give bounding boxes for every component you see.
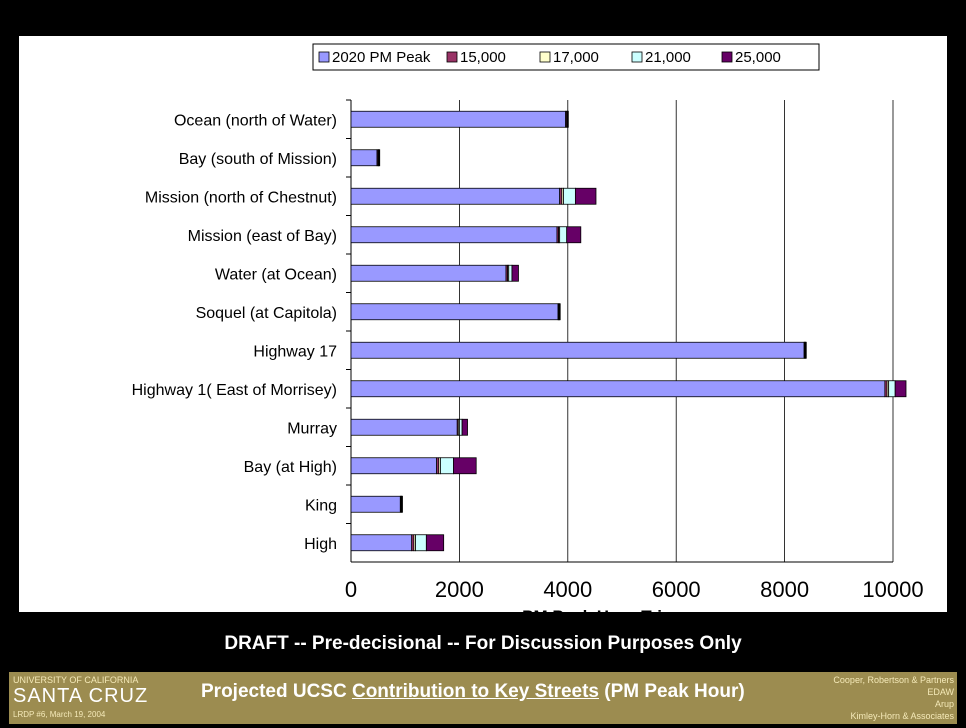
legend-label: 2020 PM Peak: [332, 49, 431, 66]
x-axis-title: PM Peak Hour Trips: [522, 607, 682, 612]
legend-swatch: [446, 51, 458, 63]
campus-name: SANTA CRUZ: [13, 685, 149, 707]
bar-segment: [350, 264, 507, 282]
bar-segment: [350, 418, 458, 436]
category-label: Bay (at High): [244, 459, 337, 476]
bar-segment: [888, 380, 896, 398]
bar-segment: [566, 226, 582, 244]
bar-segment: [350, 380, 886, 398]
credit-line: Arup: [934, 699, 954, 709]
category-label: Mission (east of Bay): [188, 228, 337, 245]
bar-segment: [378, 149, 381, 167]
category-label: Mission (north of Chestnut): [145, 189, 337, 206]
x-tick-label: 6000: [652, 577, 701, 602]
bar-segment: [894, 380, 907, 398]
category-label: Soquel (at Capitola): [196, 305, 337, 322]
bar-segment: [563, 187, 576, 205]
bar-segment: [461, 418, 468, 436]
university-label: UNIVERSITY OF CALIFORNIA: [13, 675, 139, 685]
legend-swatch: [721, 51, 733, 63]
chart-panel: Ocean (north of Water) Bay (south of Miss…: [19, 36, 947, 612]
bar-segment: [508, 264, 513, 282]
credit-line: Kimley-Horn & Associates: [850, 711, 954, 721]
bar-chart: Ocean (north of Water) Bay (south of Miss…: [132, 43, 924, 612]
credits-list: Cooper, Robertson & Partners EDAW Arup K…: [833, 674, 954, 722]
bar-segment: [559, 303, 561, 321]
slide-title-suffix: (PM Peak Hour): [599, 681, 745, 702]
bar-segment: [350, 149, 378, 167]
legend-label: 21,000: [645, 49, 691, 66]
x-tick-label: 8000: [760, 577, 809, 602]
bar-segment: [415, 534, 427, 552]
category-label: King: [305, 497, 337, 514]
category-label: Highway 1( East of Morrisey): [132, 382, 337, 399]
bar-segment: [350, 457, 438, 475]
bar-segment: [453, 457, 477, 475]
x-tick-label: 0: [345, 577, 357, 602]
category-label: High: [304, 536, 337, 553]
bar-segment: [805, 341, 807, 359]
category-label: Bay (south of Mission): [179, 151, 337, 168]
bar-segment: [567, 110, 569, 128]
legend-swatch: [318, 51, 330, 63]
bar-segment: [350, 110, 567, 128]
bar-segment: [425, 534, 445, 552]
credit-line: EDAW: [927, 687, 954, 697]
legend-swatch: [539, 51, 551, 63]
category-label: Highway 17: [253, 343, 337, 360]
slide-title-underlined: Contribution to Key Streets: [351, 681, 599, 702]
credit-line: Cooper, Robertson & Partners: [833, 675, 954, 685]
draft-notice: DRAFT -- Pre-decisional -- For Discussio…: [224, 633, 742, 654]
bar-segment: [574, 187, 597, 205]
bar-segment: [350, 226, 558, 244]
slide-title-prefix: Projected UCSC: [201, 681, 352, 702]
x-tick-label: 2000: [435, 577, 484, 602]
bar-segment: [559, 226, 568, 244]
x-tick-label: 4000: [543, 577, 592, 602]
legend-label: 15,000: [460, 49, 506, 66]
category-label: Water (at Ocean): [215, 266, 337, 283]
bar-segment: [401, 495, 403, 513]
category-label: Murray: [287, 420, 337, 437]
bar-segment: [458, 418, 463, 436]
bar-segment: [440, 457, 454, 475]
category-label: Ocean (north of Water): [174, 112, 337, 129]
legend-label: 17,000: [553, 49, 599, 66]
x-tick-label: 10000: [862, 577, 923, 602]
legend-swatch: [631, 51, 643, 63]
bar-segment: [350, 341, 805, 359]
legend-label: 25,000: [735, 49, 781, 66]
bar-segment: [511, 264, 519, 282]
bar-segment: [350, 187, 561, 205]
legend-box: [312, 43, 820, 71]
bar-segment: [350, 495, 401, 513]
slide-title: Projected UCSC Contribution to Key Stree…: [201, 681, 745, 703]
meeting-label: LRDP #6, March 19, 2004: [13, 710, 106, 719]
footer-bar: UNIVERSITY OF CALIFORNIA SANTA CRUZ LRDP…: [9, 672, 957, 724]
bar-segment: [350, 534, 413, 552]
bar-segment: [350, 303, 559, 321]
